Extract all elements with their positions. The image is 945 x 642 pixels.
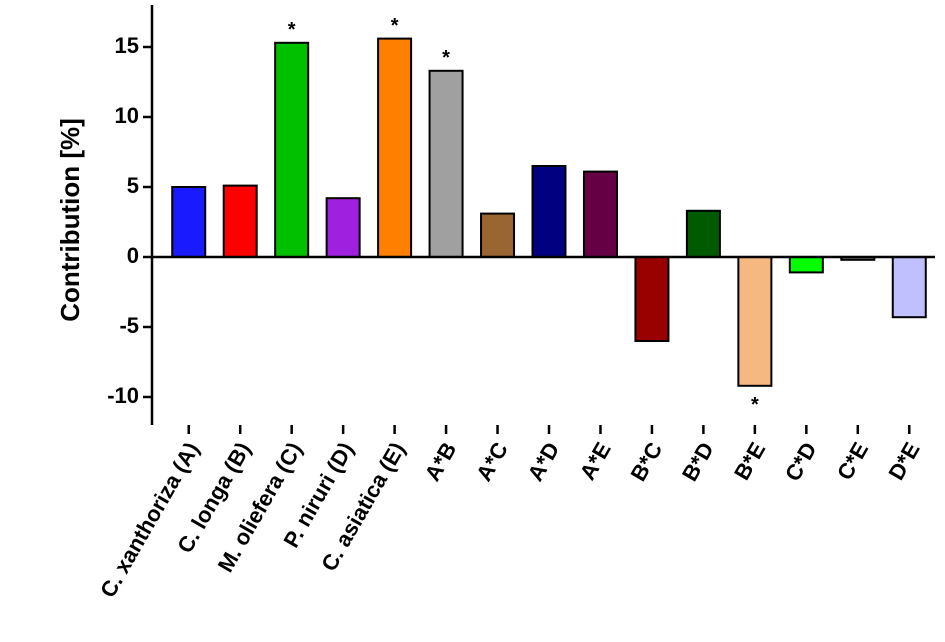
bar [634,256,670,342]
bar [737,256,773,387]
y-axis-title: Contribution [%] [55,118,85,322]
bar [274,41,310,258]
bar [582,170,618,259]
significance-mark: * [442,47,450,69]
y-tick-label: -5 [119,313,139,338]
y-tick-label: 0 [127,243,139,268]
bar [531,165,567,258]
significance-mark: * [751,394,759,416]
bar [788,256,824,274]
bar [480,212,516,259]
bar [891,256,927,319]
x-tick-label: A*E [575,438,616,484]
y-tick-label: 5 [127,173,139,198]
x-tick-label: A*C [471,438,513,486]
y-tick-label: 10 [115,103,139,128]
x-tick-label: A*D [523,438,565,485]
x-tick-label: B*C [625,438,667,486]
bar [685,209,721,259]
y-tick-label: -10 [107,383,139,408]
bar [222,184,258,259]
bar [428,69,464,258]
significance-mark: * [391,15,399,37]
y-tick-label: 15 [115,33,139,58]
significance-mark: * [288,19,296,41]
x-tick-label: C*D [780,438,822,485]
x-tick-label: D*E [883,438,924,484]
x-tick-label: B*D [677,438,719,485]
x-tick-label: C*E [832,438,873,484]
x-tick-label: A*B [420,438,462,485]
bar [325,197,361,258]
bar [171,186,207,258]
x-tick-label: B*E [729,438,770,484]
bar [377,37,413,258]
